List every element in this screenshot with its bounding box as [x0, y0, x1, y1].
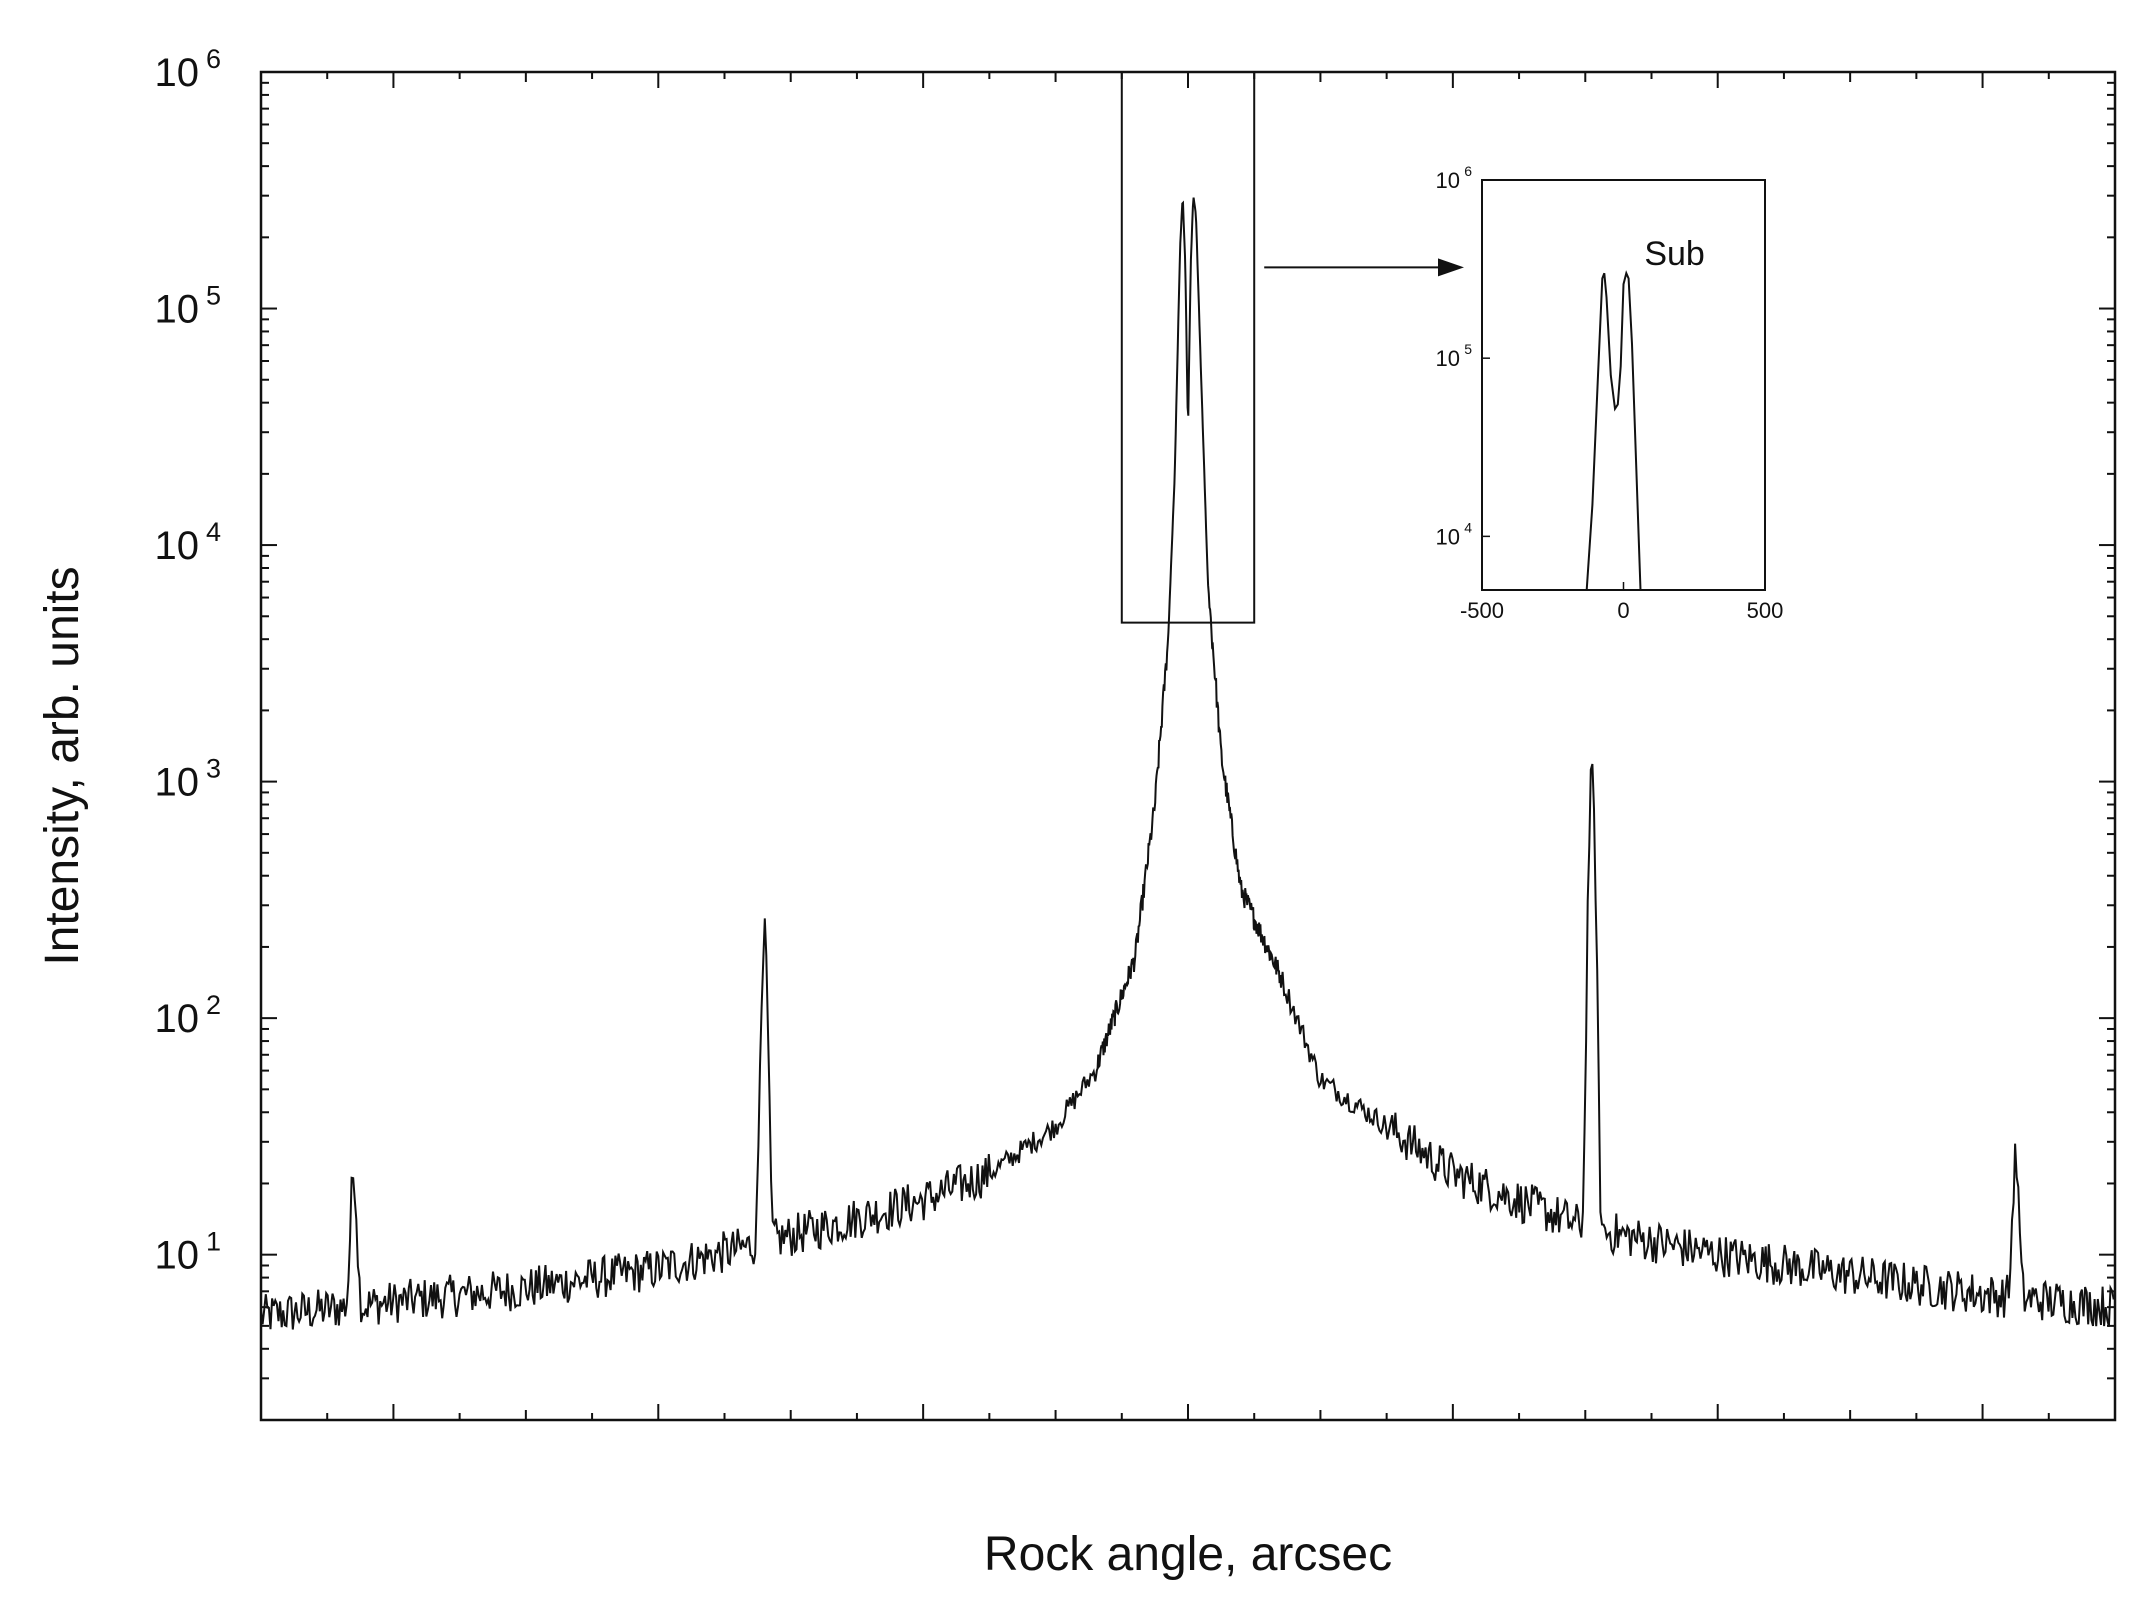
- inset-y-tick-label-base: 10: [1436, 346, 1460, 371]
- inset-x-tick-label: 500: [1747, 598, 1784, 623]
- x-axis-title: Rock angle, arcsec: [984, 1528, 1392, 1581]
- inset-x-tick-label: -500: [1460, 598, 1504, 623]
- y-tick-label: 10: [155, 761, 200, 805]
- inset-frame: [1481, 179, 1766, 591]
- y-tick-label-exponent: 3: [206, 754, 221, 784]
- data-series-line: [261, 197, 2115, 1330]
- y-tick-label: 10: [155, 997, 200, 1041]
- y-tick-label-exponent: 1: [206, 1227, 221, 1257]
- y-tick-label: 10: [155, 51, 200, 95]
- y-tick-label-exponent: 2: [206, 990, 221, 1020]
- inset-y-tick-label-exponent: 4: [1464, 519, 1472, 535]
- zoom-region-box: [1120, 71, 1256, 624]
- inset-y-tick-label-base: 10: [1436, 168, 1460, 193]
- y-tick-label-exponent: 6: [206, 44, 221, 74]
- y-tick-label: 10: [155, 288, 200, 332]
- y-axis-title: Intensity, arb. units: [36, 566, 89, 965]
- x-axis-ticks: [260, 72, 2116, 1420]
- inset-x-tick-label: 0: [1617, 598, 1629, 623]
- zoom-arrow-head: [1438, 258, 1464, 277]
- y-tick-label-exponent: 4: [206, 517, 221, 547]
- plot-frame: [259, 70, 2117, 1422]
- y-tick-label-exponent: 5: [206, 281, 221, 311]
- inset-y-tick-label-base: 10: [1436, 524, 1460, 549]
- inset-y-tick-label-exponent: 6: [1464, 163, 1472, 179]
- y-tick-label: 10: [155, 1234, 200, 1278]
- y-axis-ticks: [261, 71, 2115, 1421]
- inset-data-line: [1585, 270, 1642, 591]
- y-tick-label: 10: [155, 524, 200, 568]
- inset-y-tick-label-exponent: 5: [1464, 341, 1472, 357]
- inset-annotation-sub: Sub: [1644, 235, 1705, 273]
